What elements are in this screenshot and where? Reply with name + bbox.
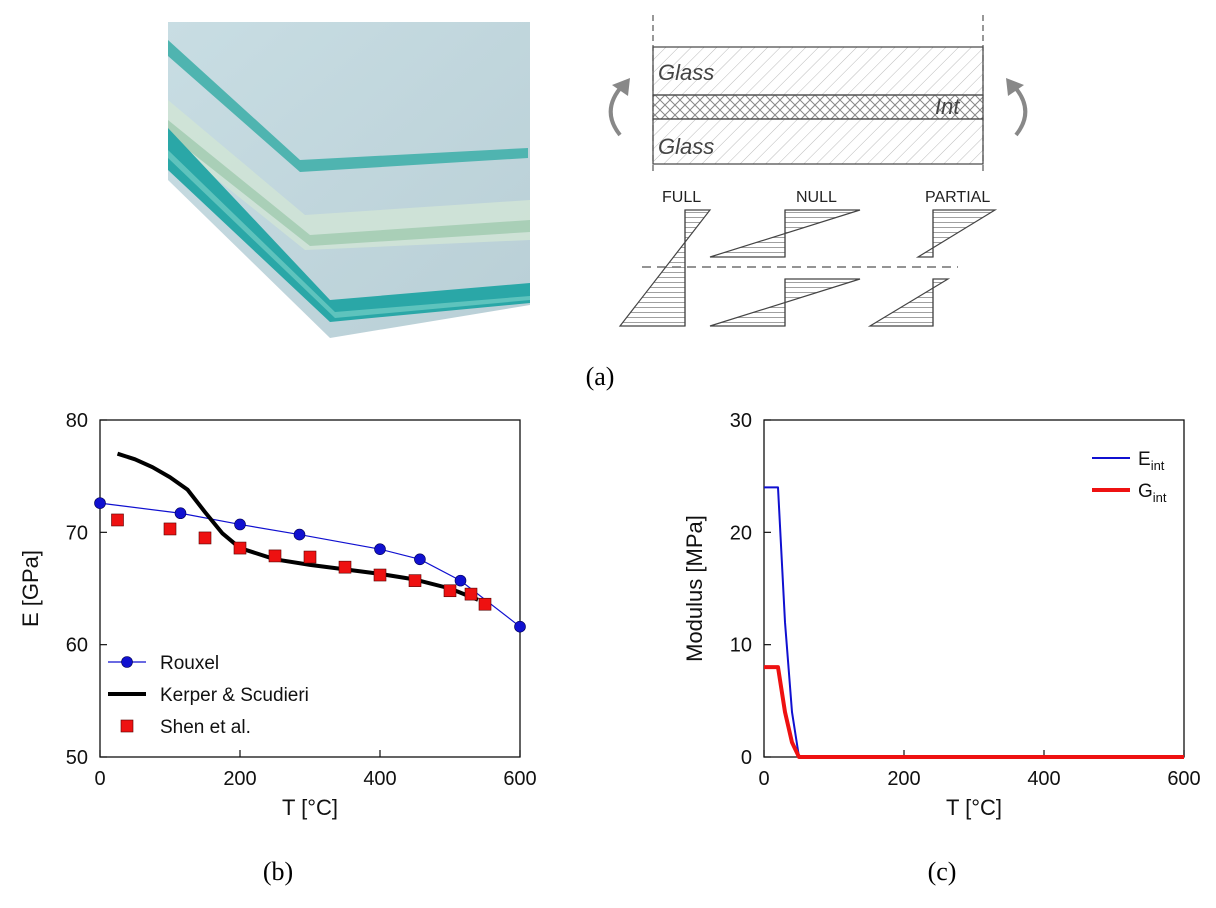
plot-frame <box>763 419 1185 758</box>
moment-arrow-right-icon <box>1011 83 1028 137</box>
legend-label: Rouxel <box>160 653 219 674</box>
data-point-square <box>408 574 422 587</box>
panel-label-b: (b) <box>263 857 293 886</box>
data-point-square <box>111 513 124 527</box>
x-axis-label: T [°C] <box>282 795 338 820</box>
series-line-0 <box>99 502 521 628</box>
data-point-square <box>464 587 478 601</box>
data-point-square <box>163 522 177 536</box>
layer-top-label: Glass <box>658 60 714 85</box>
legend-label-subscript: int <box>1151 458 1165 473</box>
legend-label-subscript: int <box>1153 490 1167 505</box>
data-point-square <box>198 531 212 545</box>
x-tick-label: 0 <box>758 768 769 790</box>
chart-interlayer-modulus: 0 200 400 600 0 10 20 30 T [°C] Modulus [MPa] Eint… <box>682 410 1201 820</box>
data-point-circle <box>454 574 467 587</box>
data-point-circle <box>414 553 426 566</box>
x-tick-label: 200 <box>223 768 256 790</box>
interlayer <box>652 94 984 120</box>
data-point-circle <box>174 507 187 520</box>
y-axis-label: E [GPa] <box>18 550 43 627</box>
y-tick-label: 50 <box>66 747 88 769</box>
legend-label-main: G <box>1138 481 1153 502</box>
data-point-circle <box>374 543 386 555</box>
y-axis-label: Modulus [MPa] <box>682 515 707 662</box>
stress-block-partial-top <box>915 209 998 258</box>
data-point-square <box>338 560 352 574</box>
x-tick-label: 0 <box>94 768 105 790</box>
data-point-circle <box>94 497 106 509</box>
chart-glass-modulus: 0 200 400 600 50 60 70 80 T [°C] E [GPa] Rouxel Ker… <box>18 410 537 820</box>
legend-label: Eint <box>1138 449 1165 473</box>
legend-label: Shen et al. <box>160 717 251 738</box>
legend-label: Kerper & Scudieri <box>160 685 309 706</box>
case-label-partial: PARTIAL <box>925 189 990 206</box>
glass-layer-bottom <box>652 118 984 165</box>
stress-block-partial-bottom <box>867 278 951 327</box>
y-tick-label: 60 <box>66 635 88 657</box>
panel-label-c: (c) <box>928 857 957 886</box>
y-tick-label: 30 <box>730 410 752 432</box>
data-point-circle <box>293 528 306 541</box>
layer-mid-label: Int <box>935 94 960 119</box>
legend-label-main: E <box>1138 449 1151 470</box>
y-tick-label: 20 <box>730 522 752 544</box>
data-point-square <box>268 549 282 563</box>
legend-swatch <box>120 719 134 733</box>
case-label-null: NULL <box>796 189 837 206</box>
x-axis-label: T [°C] <box>946 795 1002 820</box>
data-point-square <box>303 550 317 564</box>
data-point-square <box>233 541 247 555</box>
data-point-circle <box>234 518 246 531</box>
series-line-1 <box>764 665 1184 759</box>
y-tick-label: 80 <box>66 410 88 432</box>
x-tick-label: 600 <box>503 768 536 790</box>
laminated-glass-photo <box>168 22 530 338</box>
legend-swatch <box>121 656 133 668</box>
data-point-square <box>373 568 387 582</box>
x-tick-label: 200 <box>887 768 920 790</box>
legend-label: Gint <box>1138 481 1167 505</box>
data-point-square <box>443 584 457 598</box>
stress-block-full <box>618 209 712 327</box>
y-tick-label: 70 <box>66 522 88 544</box>
x-tick-label: 400 <box>363 768 396 790</box>
data-point-square <box>478 597 492 611</box>
case-label-full: FULL <box>662 189 701 206</box>
data-point-circle <box>514 620 526 633</box>
layer-bottom-label: Glass <box>658 134 714 159</box>
x-tick-label: 400 <box>1027 768 1060 790</box>
plot-frame <box>99 419 521 758</box>
panel-label-a: (a) <box>586 362 615 391</box>
cross-section-diagram: Glass Int Glass FULL NULL PARTIAL <box>608 15 1028 327</box>
y-tick-label: 0 <box>741 747 752 769</box>
moment-arrow-left-icon <box>608 83 625 137</box>
y-tick-label: 10 <box>730 635 752 657</box>
series-line-0 <box>764 486 1184 758</box>
x-tick-label: 600 <box>1167 768 1200 790</box>
